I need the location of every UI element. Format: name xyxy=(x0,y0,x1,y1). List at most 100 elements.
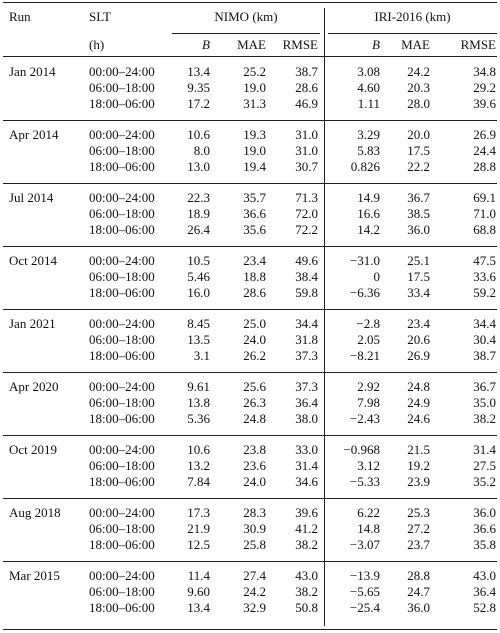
nimo-b-cell: 10.6 xyxy=(187,127,210,142)
table-row: 06:00–18:00 13.2 23.6 31.4 3.12 19.2 27.5 xyxy=(0,458,500,474)
nimo-b-cell: 13.4 xyxy=(187,600,210,615)
iri-b-cell: −3.07 xyxy=(349,537,380,552)
slt-cell: 06:00–18:00 xyxy=(89,584,155,599)
run-group: Jan 2021 00:00–24:00 8.45 25.0 34.4 −2.8 23.4 3… xyxy=(0,310,500,373)
header-nimo-mae: MAE xyxy=(237,37,266,52)
iri-mae-cell: 23.9 xyxy=(407,474,430,489)
iri-rmse-cell: 43.0 xyxy=(473,568,496,583)
nimo-mae-cell: 23.4 xyxy=(243,253,266,268)
iri-b-cell: 14.2 xyxy=(357,222,380,237)
iri-mae-cell: 26.9 xyxy=(407,348,430,363)
nimo-mae-cell: 19.3 xyxy=(243,127,266,142)
iri-rmse-cell: 30.4 xyxy=(473,332,496,347)
nimo-mae-cell: 23.8 xyxy=(243,442,266,457)
iri-rmse-cell: 31.4 xyxy=(473,442,496,457)
top-rule xyxy=(3,2,497,3)
nimo-mae-cell: 28.6 xyxy=(243,285,266,300)
slt-cell: 06:00–18:00 xyxy=(89,458,155,473)
slt-cell: 18:00–06:00 xyxy=(89,474,155,489)
iri-rmse-cell: 29.2 xyxy=(473,80,496,95)
table-row: 18:00–06:00 13.4 32.9 50.8 −25.4 36.0 52.8 xyxy=(0,600,500,616)
nimo-rmse-cell: 49.6 xyxy=(295,253,318,268)
nimo-b-cell: 18.9 xyxy=(187,206,210,221)
table-row: 00:00–24:00 9.61 25.6 37.3 2.92 24.8 36.7 xyxy=(0,379,500,395)
iri-rmse-cell: 33.6 xyxy=(473,269,496,284)
iri-rmse-cell: 35.8 xyxy=(473,537,496,552)
nimo-b-cell: 11.4 xyxy=(187,568,210,583)
nimo-mae-cell: 23.6 xyxy=(243,458,266,473)
iri-mae-cell: 20.3 xyxy=(407,80,430,95)
group-rule xyxy=(3,309,497,310)
run-group: Apr 2014 00:00–24:00 10.6 19.3 31.0 3.29 20.0 2… xyxy=(0,121,500,184)
group-rule xyxy=(3,183,497,184)
iri-b-cell: −0.968 xyxy=(343,442,380,457)
table-row: 00:00–24:00 11.4 27.4 43.0 −13.9 28.8 43.0 xyxy=(0,568,500,584)
slt-cell: 18:00–06:00 xyxy=(89,600,155,615)
slt-cell: 00:00–24:00 xyxy=(89,505,155,520)
iri-rmse-cell: 24.4 xyxy=(473,143,496,158)
nimo-rmse-cell: 30.7 xyxy=(295,159,318,174)
header-nimo-rmse: RMSE xyxy=(282,37,318,52)
slt-cell: 18:00–06:00 xyxy=(89,222,155,237)
iri-rmse-cell: 27.5 xyxy=(473,458,496,473)
iri-b-cell: −6.36 xyxy=(349,285,380,300)
slt-cell: 06:00–18:00 xyxy=(89,395,155,410)
nimo-mae-cell: 24.2 xyxy=(243,584,266,599)
table-row: 18:00–06:00 5.36 24.8 38.0 −2.43 24.6 38.2 xyxy=(0,411,500,427)
iri-rmse-cell: 34.8 xyxy=(473,64,496,79)
nimo-b-cell: 10.6 xyxy=(187,442,210,457)
nimo-rmse-cell: 59.8 xyxy=(295,285,318,300)
slt-cell: 18:00–06:00 xyxy=(89,348,155,363)
nimo-rmse-cell: 46.9 xyxy=(295,96,318,111)
iri-b-cell: 2.92 xyxy=(357,379,380,394)
table-row: 18:00–06:00 3.1 26.2 37.3 −8.21 26.9 38.7 xyxy=(0,348,500,364)
nimo-mae-cell: 24.0 xyxy=(243,332,266,347)
slt-cell: 18:00–06:00 xyxy=(89,96,155,111)
iri-b-cell: 7.98 xyxy=(357,395,380,410)
header-nimo-b: B xyxy=(202,37,210,52)
nimo-mae-cell: 26.3 xyxy=(243,395,266,410)
table-row: 06:00–18:00 9.35 19.0 28.6 4.60 20.3 29.2 xyxy=(0,80,500,96)
nimo-rmse-cell: 37.3 xyxy=(295,348,318,363)
nimo-rmse-cell: 31.0 xyxy=(295,127,318,142)
nimo-mae-cell: 35.6 xyxy=(243,222,266,237)
iri-rmse-cell: 68.8 xyxy=(473,222,496,237)
run-group: Apr 2020 00:00–24:00 9.61 25.6 37.3 2.92 24.8 3… xyxy=(0,373,500,436)
iri-mae-cell: 20.0 xyxy=(407,127,430,142)
iri-mae-cell: 27.2 xyxy=(407,521,430,536)
nimo-rmse-cell: 39.6 xyxy=(295,505,318,520)
slt-cell: 00:00–24:00 xyxy=(89,442,155,457)
nimo-rmse-cell: 28.6 xyxy=(295,80,318,95)
table-row: 18:00–06:00 7.84 24.0 34.6 −5.33 23.9 35.2 xyxy=(0,474,500,490)
nimo-rmse-cell: 31.8 xyxy=(295,332,318,347)
nimo-mae-cell: 31.3 xyxy=(243,96,266,111)
iri-rmse-cell: 71.0 xyxy=(473,206,496,221)
slt-cell: 00:00–24:00 xyxy=(89,568,155,583)
nimo-rmse-cell: 72.2 xyxy=(295,222,318,237)
nimo-mae-cell: 19.0 xyxy=(243,143,266,158)
slt-cell: 06:00–18:00 xyxy=(89,143,155,158)
group-rule xyxy=(3,246,497,247)
header-slt-unit: (h) xyxy=(89,37,105,52)
slt-cell: 00:00–24:00 xyxy=(89,253,155,268)
nimo-b-cell: 5.46 xyxy=(187,269,210,284)
nimo-mae-cell: 36.6 xyxy=(243,206,266,221)
nimo-mae-cell: 19.0 xyxy=(243,80,266,95)
run-label: Aug 2018 xyxy=(9,505,61,520)
iri-mae-cell: 23.4 xyxy=(407,316,430,331)
run-label: Jul 2014 xyxy=(9,190,54,205)
table-row: 00:00–24:00 10.5 23.4 49.6 −31.0 25.1 47.5 xyxy=(0,253,500,269)
iri-b-cell: 3.29 xyxy=(357,127,380,142)
nimo-b-cell: 17.2 xyxy=(187,96,210,111)
nimo-mae-cell: 27.4 xyxy=(243,568,266,583)
nimo-b-cell: 13.0 xyxy=(187,159,210,174)
iri-b-cell: −13.9 xyxy=(349,568,380,583)
run-group: Oct 2019 00:00–24:00 10.6 23.8 33.0 −0.968 21.… xyxy=(0,436,500,499)
iri-rmse-cell: 35.2 xyxy=(473,474,496,489)
slt-cell: 18:00–06:00 xyxy=(89,411,155,426)
iri-mae-cell: 36.0 xyxy=(407,222,430,237)
nimo-rmse-cell: 72.0 xyxy=(295,206,318,221)
iri-b-cell: −8.21 xyxy=(349,348,380,363)
nimo-b-cell: 13.2 xyxy=(187,458,210,473)
header-iri-b: B xyxy=(372,37,380,52)
